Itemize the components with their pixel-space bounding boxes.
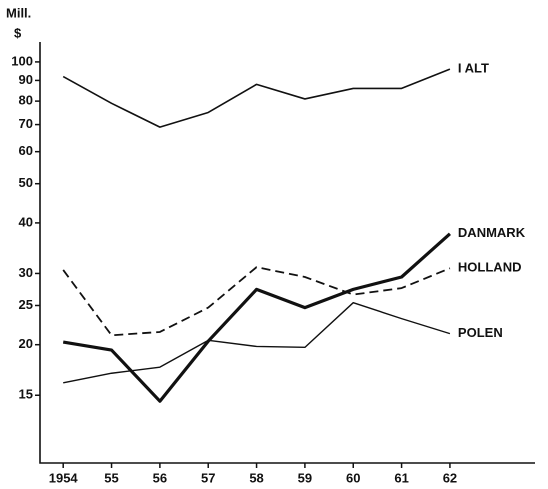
x-tick-label: 58 xyxy=(249,470,263,485)
x-tick-label: 56 xyxy=(153,470,167,485)
y-tick-label: 60 xyxy=(19,143,33,158)
series-line xyxy=(62,266,451,337)
y-tick-label: 15 xyxy=(19,387,33,402)
x-tick-label: 55 xyxy=(104,470,118,485)
y-tick-label: 40 xyxy=(19,214,33,229)
x-tick-label: 61 xyxy=(394,470,408,485)
x-tick-label: 1954 xyxy=(49,470,79,485)
y-tick-label: 25 xyxy=(19,297,33,312)
x-tick-label: 60 xyxy=(346,470,360,485)
y-tick-label: 30 xyxy=(19,265,33,280)
series-label: POLEN xyxy=(458,325,503,340)
axes xyxy=(39,42,535,464)
y-tick-label: 70 xyxy=(19,116,33,131)
y-tick-label: 90 xyxy=(19,72,33,87)
y-tick-label: 50 xyxy=(19,175,33,190)
y-axis-label: Mill. xyxy=(6,5,31,20)
y-tick-label: 20 xyxy=(19,336,33,351)
y-tick-label: 100 xyxy=(11,53,33,68)
series-label: HOLLAND xyxy=(458,260,522,275)
series-line xyxy=(62,232,451,403)
x-tick-label: 57 xyxy=(201,470,215,485)
x-tick-label: 59 xyxy=(298,470,312,485)
x-tick-label: 62 xyxy=(443,470,457,485)
series-label: I ALT xyxy=(458,61,489,76)
y-tick-label: 80 xyxy=(19,93,33,108)
series-label: DANMARK xyxy=(458,225,526,240)
y-axis-label: $ xyxy=(14,25,22,40)
series-line xyxy=(63,301,451,384)
series-line xyxy=(62,68,451,128)
